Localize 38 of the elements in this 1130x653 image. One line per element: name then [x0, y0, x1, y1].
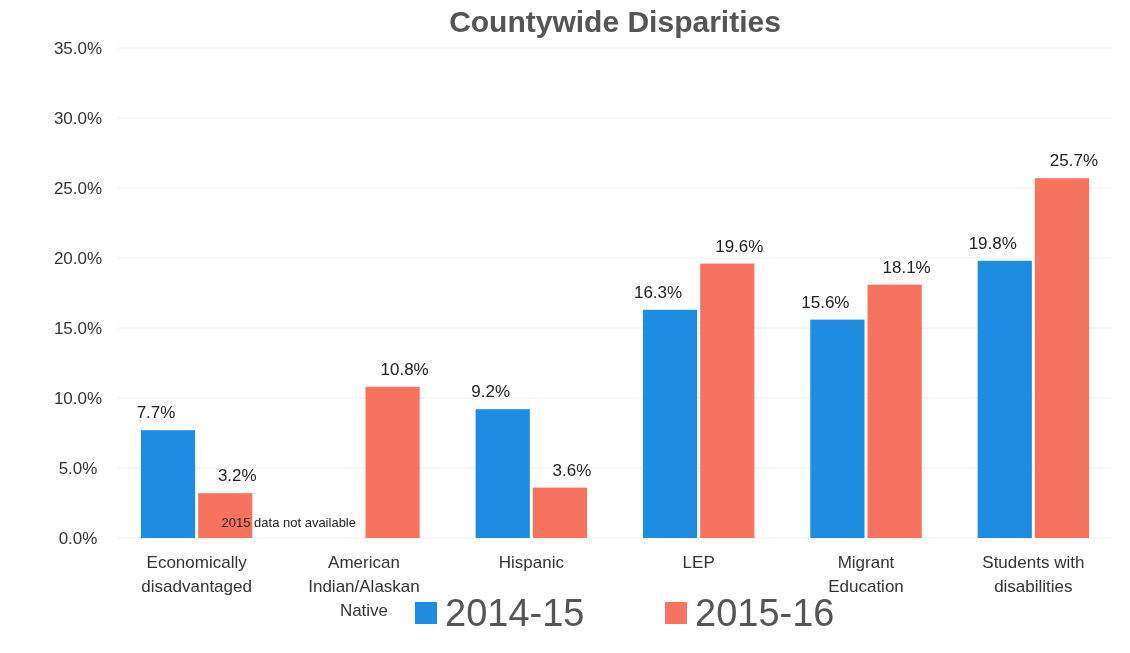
legend-label: 2014-15 — [445, 592, 585, 634]
text: 7.7% — [136, 403, 176, 423]
text: 19.8% — [968, 233, 1017, 253]
text: 18.1% — [882, 257, 931, 277]
bar — [810, 319, 865, 538]
x-tick-label: Hispanic — [498, 553, 565, 572]
y-tick-label: 0.0% — [58, 529, 98, 548]
x-tick-label: LEP — [682, 553, 715, 572]
x-tick-label: American Indian/Alaskan Native — [308, 553, 420, 620]
bar — [642, 309, 698, 538]
y-tick-label: 5.0% — [58, 459, 98, 478]
x-tick-label: Economically disadvantaged — [141, 553, 252, 596]
y-tick-label: 25.0% — [53, 179, 103, 198]
y-tick-label: 20.0% — [53, 249, 103, 268]
text: 3.2% — [217, 466, 257, 486]
text: 25.7% — [1049, 151, 1099, 171]
text: 3.6% — [552, 460, 592, 480]
bar — [532, 487, 588, 538]
text: 16.3% — [633, 282, 683, 302]
bar — [198, 493, 253, 538]
bar — [700, 263, 755, 538]
annotation: 2015 data not available — [221, 514, 356, 530]
text: 9.2% — [471, 382, 511, 402]
y-tick-label: 35.0% — [53, 39, 103, 58]
bar — [977, 260, 1032, 538]
chart-title: Countywide Disparities — [449, 5, 781, 38]
text: 10.8% — [380, 359, 429, 379]
bar — [365, 386, 420, 538]
bar — [475, 409, 530, 538]
text: 19.6% — [715, 236, 764, 256]
y-tick-label: 30.0% — [53, 109, 103, 128]
bar — [1034, 178, 1090, 538]
y-tick-label: 15.0% — [53, 319, 103, 338]
text: 15.6% — [801, 292, 850, 312]
bar — [867, 284, 922, 538]
bar — [140, 430, 196, 538]
y-tick-label: 10.0% — [53, 389, 103, 408]
x-tick-label: Students with disabilities — [982, 553, 1085, 596]
